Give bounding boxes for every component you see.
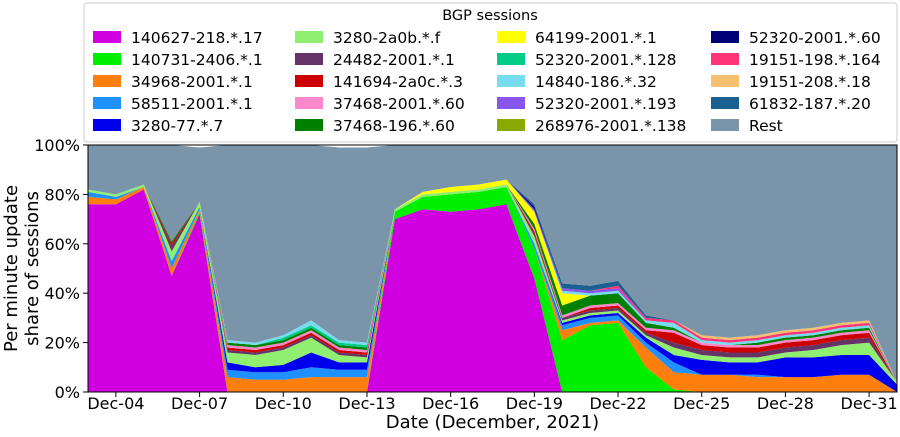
legend-swatch [497,119,525,131]
legend-swatch [295,75,323,87]
legend-swatch [295,97,323,109]
legend-label: 37468-196.*.60 [333,117,455,135]
legend-label: 140731-2406.*.1 [131,51,263,69]
x-tick-label: Dec-31 [841,394,898,413]
legend-label: 52320-2001.*.128 [535,51,677,69]
y-axis-label: Per minute update [1,185,22,352]
legend-box [83,2,898,143]
x-tick-label: Dec-13 [338,394,395,413]
legend-label: 52320-2001.*.60 [749,29,881,47]
x-tick-label: Dec-16 [422,394,479,413]
x-tick-label: Dec-10 [255,394,312,413]
legend-swatch [93,53,121,65]
legend-item: 52320-2001.*.60 [711,29,881,47]
legend-label: 58511-2001.*.1 [131,95,253,113]
legend-title: BGP sessions [442,8,538,24]
legend-label: 268976-2001.*.138 [535,117,686,135]
legend-swatch [93,97,121,109]
legend-item: 58511-2001.*.1 [93,95,253,113]
legend-item: 24482-2001.*.1 [295,51,455,69]
legend-label: 34968-2001.*.1 [131,73,253,91]
legend-item: 34968-2001.*.1 [93,73,253,91]
legend-swatch [295,31,323,43]
legend-item: 3280-77.*.7 [93,117,223,135]
legend-label: 24482-2001.*.1 [333,51,455,69]
x-axis: Dec-04 Dec-07 Dec-10 Dec-13 Dec-16 Dec-19 Dec-… [87,392,898,413]
legend-swatch [711,31,739,43]
plot-area [88,145,897,392]
legend-label: 19151-198.*.164 [749,51,881,69]
x-tick-label: Dec-04 [87,394,144,413]
legend-label: 19151-208.*.18 [749,73,871,91]
legend-item: Rest [711,117,783,135]
legend-items: 140627-218.*.17 140731-2406.*.1 34968-2001… [93,29,881,135]
legend-swatch [93,119,121,131]
legend-item: 3280-2a0b.*.f [295,29,441,47]
legend-swatch [497,97,525,109]
x-tick-label: Dec-28 [757,394,814,413]
plot-frame [87,144,898,393]
legend-swatch [93,75,121,87]
legend-swatch [497,31,525,43]
legend-swatch [497,75,525,87]
legend-swatch [711,53,739,65]
legend-label: 141694-2a0c.*.3 [333,73,463,91]
area-series-19 [88,145,897,383]
legend-swatch [711,75,739,87]
legend-swatch [497,53,525,65]
legend-item: 52320-2001.*.128 [497,51,677,69]
legend-item: 268976-2001.*.138 [497,117,686,135]
legend-item: 19151-198.*.164 [711,51,881,69]
legend-label: Rest [749,117,783,135]
legend-swatch [93,31,121,43]
area-series-0 [88,189,897,392]
y-axis: 0% 20% 40% 60% 80% 100% [34,136,88,402]
y-tick-label: 80% [44,185,80,204]
legend-item: 37468-2001.*.60 [295,95,465,113]
legend-item: 140731-2406.*.1 [93,51,263,69]
legend-label: 64199-2001.*.1 [535,29,657,47]
legend-label: 37468-2001.*.60 [333,95,465,113]
x-axis-label: Date (December, 2021) [386,412,599,433]
y-tick-label: 100% [34,136,80,155]
x-tick-label: Dec-22 [589,394,646,413]
legend-swatch [295,119,323,131]
legend-item: 37468-196.*.60 [295,117,455,135]
legend-swatch [711,97,739,109]
legend-label: 52320-2001.*.193 [535,95,677,113]
legend-item: 64199-2001.*.1 [497,29,657,47]
legend-item: 14840-186.*.32 [497,73,657,91]
legend-item: 141694-2a0c.*.3 [295,73,463,91]
legend-swatch [295,53,323,65]
x-tick-label: Dec-19 [506,394,563,413]
legend-label: 3280-77.*.7 [131,117,223,135]
legend-label: 140627-218.*.17 [131,29,263,47]
legend-item: 61832-187.*.20 [711,95,871,113]
legend-item: 140627-218.*.17 [93,29,263,47]
legend-item: 19151-208.*.18 [711,73,871,91]
y-tick-label: 20% [44,334,80,353]
legend-label: 3280-2a0b.*.f [333,29,441,47]
y-axis-label: share of sessions [22,191,43,346]
legend-label: 14840-186.*.32 [535,73,657,91]
y-tick-label: 60% [44,235,80,254]
x-tick-label: Dec-07 [171,394,228,413]
area-series-4 [88,186,897,392]
x-tick-label: Dec-25 [673,394,730,413]
legend-label: 61832-187.*.20 [749,95,871,113]
legend-swatch [711,119,739,131]
legend-item: 52320-2001.*.193 [497,95,677,113]
legend: BGP sessions 140627-218.*.17 140731-2406.… [83,2,898,143]
y-tick-label: 0% [55,383,80,402]
y-tick-label: 40% [44,284,80,303]
